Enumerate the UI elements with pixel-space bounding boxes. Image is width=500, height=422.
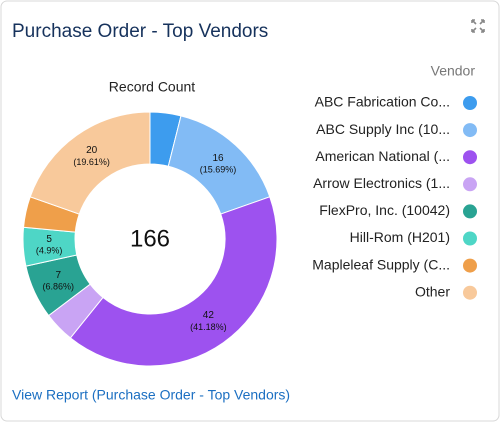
legend-label: Hill-Rom (H201) [350,229,450,245]
slice-percent-label: (6.86%) [42,282,74,292]
center-value: 166 [130,225,170,252]
legend-label: Other [415,283,450,299]
legend-swatch [463,123,477,138]
chart-subtitle: Record Count [109,79,195,95]
legend-swatch [463,204,477,219]
view-report-link[interactable]: View Report (Purchase Order - Top Vendor… [12,387,290,403]
slice-value-label: 5 [46,234,52,245]
slice-percent-label: (4.9%) [36,246,63,256]
legend-swatch [463,150,477,165]
legend-swatch [463,258,477,273]
legend-label: Mapleleaf Supply (C... [312,256,450,272]
legend-title: Vendor [431,63,476,79]
slice-value-label: 16 [212,153,224,164]
slice-percent-label: (15.69%) [200,165,237,175]
legend-swatch [463,96,477,110]
legend-label: American National (... [315,148,450,164]
slice-value-label: 20 [86,145,98,156]
legend-label: ABC Supply Inc (10... [316,121,450,137]
chart-title: Purchase Order - Top Vendors [12,21,268,42]
legend-swatch [463,231,477,246]
legend-label: FlexPro, Inc. (10042) [319,202,450,218]
slice-percent-label: (41.18%) [190,322,227,332]
donut-slice [29,111,151,215]
expand-icon[interactable] [471,19,485,33]
donut-slice [69,196,278,367]
slice-value-label: 42 [203,310,215,321]
legend-swatch [463,177,477,192]
slice-percent-label: (19.61%) [73,157,110,167]
legend-label: ABC Fabrication Co... [315,94,450,110]
slice-value-label: 7 [55,270,61,281]
legend-label: Arrow Electronics (1... [313,175,450,191]
legend-swatch [463,285,477,300]
